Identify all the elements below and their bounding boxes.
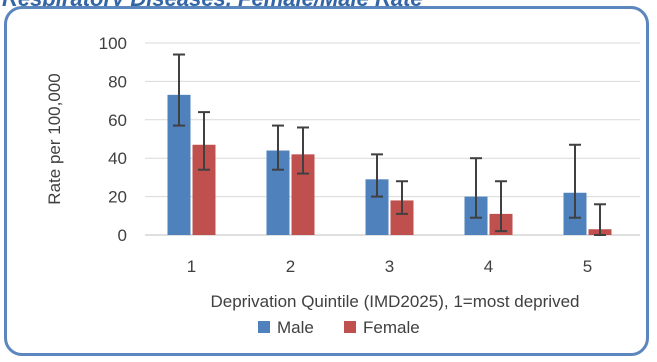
chart-frame (4, 6, 649, 356)
legend-label-female: Female (363, 318, 420, 337)
y-axis-title: Rate per 100,000 (45, 73, 64, 204)
y-tick-label: 80 (108, 72, 127, 91)
chart-title: Respiratory Diseases, Female/Male Rate (0, 0, 657, 14)
x-tick-label: 4 (484, 257, 493, 276)
x-tick-label: 1 (187, 257, 196, 276)
bar-male-2 (266, 150, 290, 235)
bar-female-1 (192, 144, 216, 235)
x-tick-label: 3 (385, 257, 394, 276)
y-tick-label: 20 (108, 188, 127, 207)
x-tick-labels: 1 2 3 4 5 (187, 257, 592, 276)
y-tick-label: 40 (108, 149, 127, 168)
y-tick-label: 0 (118, 226, 127, 245)
bar-female-3 (390, 200, 414, 235)
x-tick-label: 5 (583, 257, 592, 276)
x-axis-title: Deprivation Quintile (IMD2025), 1=most d… (211, 292, 580, 311)
legend: Male Female (258, 318, 420, 337)
bar-male-3 (365, 179, 389, 235)
legend-label-male: Male (277, 318, 314, 337)
error-bars (173, 53, 606, 236)
y-tick-label: 60 (108, 111, 127, 130)
legend-swatch-male (258, 321, 270, 333)
bar-male-1 (167, 94, 191, 235)
y-tick-labels: 0 20 40 60 80 100 (99, 34, 127, 245)
y-tick-label: 100 (99, 34, 127, 53)
legend-swatch-female (344, 321, 356, 333)
bars (167, 94, 612, 235)
x-tick-label: 2 (286, 257, 295, 276)
